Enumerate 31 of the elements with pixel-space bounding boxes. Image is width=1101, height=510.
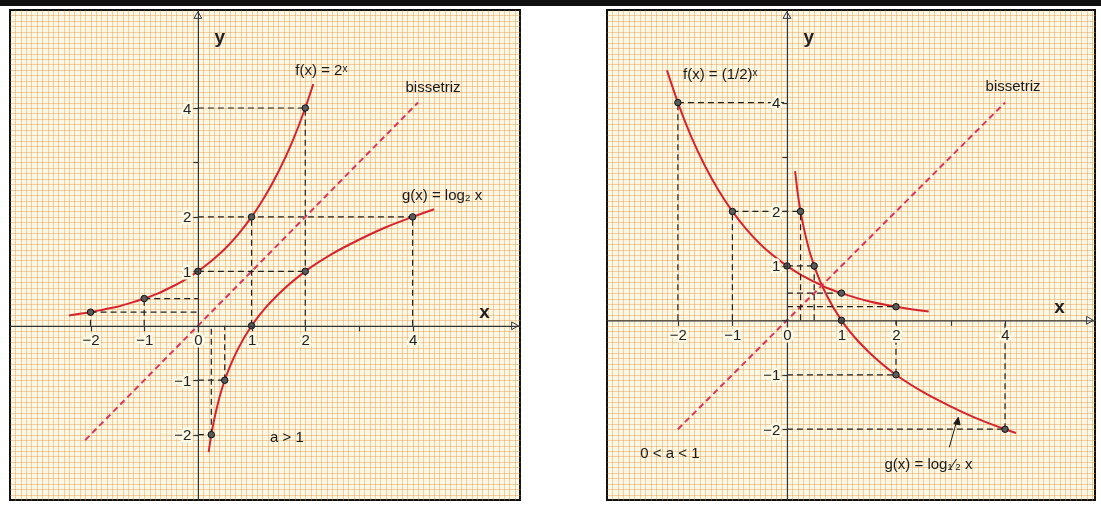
x-axis-title: x bbox=[479, 301, 491, 323]
y-tick-label: 4 bbox=[183, 99, 192, 117]
y-axis-title: y bbox=[214, 25, 226, 47]
series-label: g(x) = log₂ x bbox=[401, 186, 483, 204]
annotation: a > 1 bbox=[270, 427, 304, 445]
series-label: bissetriz bbox=[405, 77, 461, 95]
series-label: bissetriz bbox=[985, 76, 1041, 94]
y-tick-label: −1 bbox=[763, 366, 781, 384]
y-tick-label: 4 bbox=[772, 94, 781, 112]
y-tick-label: 2 bbox=[183, 208, 192, 226]
y-tick-label: −2 bbox=[174, 426, 192, 444]
annotation: 0 < a < 1 bbox=[640, 443, 700, 461]
x-axis-title: x bbox=[1054, 295, 1066, 317]
y-axis-title: y bbox=[803, 25, 815, 47]
x-tick-label: −1 bbox=[724, 325, 742, 343]
x-tick-label: 4 bbox=[408, 331, 418, 349]
text: g(x) = log₁⁄₂ x bbox=[884, 455, 973, 473]
x-tick-label: −2 bbox=[82, 331, 100, 349]
series-label: f(x) = (1/2)ˣ bbox=[682, 65, 758, 83]
y-tick-label: 1 bbox=[183, 262, 192, 280]
x-tick-label: 4 bbox=[1001, 325, 1010, 343]
x-tick-label: −2 bbox=[669, 325, 687, 343]
x-tick-label: −1 bbox=[136, 331, 154, 349]
x-tick-label: 1 bbox=[837, 325, 847, 343]
x-tick-label: 2 bbox=[892, 325, 901, 343]
y-tick-label: −1 bbox=[174, 371, 192, 389]
x-tick-label: 1 bbox=[247, 331, 257, 349]
x-tick-label: 2 bbox=[301, 331, 310, 349]
y-tick-label: 1 bbox=[772, 257, 781, 275]
y-tick-label: −2 bbox=[763, 420, 781, 438]
series-label: f(x) = 2ˣ bbox=[295, 61, 348, 79]
